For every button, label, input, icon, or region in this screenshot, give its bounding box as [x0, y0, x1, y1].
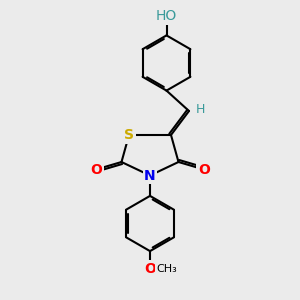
Text: CH₃: CH₃ — [156, 264, 177, 274]
Text: O: O — [90, 163, 102, 176]
Text: H: H — [196, 103, 205, 116]
Text: N: N — [144, 169, 156, 182]
Text: O: O — [198, 163, 210, 176]
Text: HO: HO — [156, 9, 177, 23]
Text: S: S — [124, 128, 134, 142]
Text: O: O — [144, 262, 156, 276]
